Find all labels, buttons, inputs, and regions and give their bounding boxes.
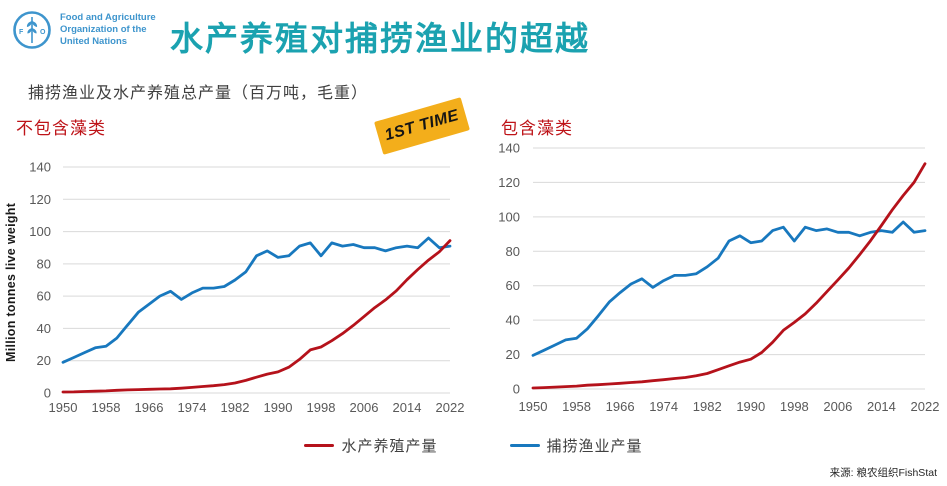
aquaculture-line-swatch <box>304 443 335 448</box>
x-tick-label: 1974 <box>649 399 678 414</box>
fao-logo-line: Organization of the <box>60 24 147 36</box>
x-tick-label: 1950 <box>519 399 548 414</box>
y-tick-label: 140 <box>29 160 51 175</box>
y-tick-label: 80 <box>37 256 51 271</box>
x-tick-label: 2014 <box>867 399 896 414</box>
y-tick-label: 60 <box>37 289 51 304</box>
aquaculture-line <box>61 239 452 394</box>
x-tick-label: 1982 <box>221 400 250 415</box>
left-chart-title: 不包含藻类 <box>16 119 106 138</box>
y-tick-label: 120 <box>498 175 520 190</box>
fao-emblem-icon: F O <box>13 11 51 49</box>
fao-logo-text: Food and Agriculture Organization of the… <box>60 12 156 48</box>
legend-item-capture: 捕捞渔业产量 <box>509 435 643 456</box>
y-tick-label: 140 <box>498 141 520 156</box>
y-tick-label: 40 <box>37 321 51 336</box>
x-tick-label: 2022 <box>911 399 940 414</box>
legend-label: 捕捞渔业产量 <box>546 438 643 455</box>
aquaculture-line <box>531 162 927 390</box>
x-tick-label: 1990 <box>264 400 293 415</box>
x-tick-label: 2022 <box>436 400 465 415</box>
page-title: 水产养殖对捕捞渔业的超越 <box>170 20 590 57</box>
gridlines <box>63 166 450 394</box>
y-tick-label: 120 <box>29 192 51 207</box>
x-tick-label: 1958 <box>562 399 591 414</box>
fao-logo: F O Food and Agriculture Organization of… <box>12 10 156 50</box>
x-tick-label: 1958 <box>92 400 121 415</box>
x-tick-label: 1998 <box>780 399 809 414</box>
x-tick-label: 1974 <box>178 400 207 415</box>
y-tick-label: 60 <box>506 278 520 293</box>
legend-label: 水产养殖产量 <box>341 438 438 455</box>
x-tick-label: 1998 <box>307 400 336 415</box>
y-tick-label: 20 <box>506 347 520 362</box>
x-tick-label: 2006 <box>350 400 379 415</box>
y-tick-label: 100 <box>498 209 520 224</box>
y-tick-label: 0 <box>513 382 520 397</box>
y-tick-label: 80 <box>506 244 520 259</box>
fao-logo-line: Food and Agriculture <box>60 12 156 24</box>
x-tick-label: 2006 <box>823 399 852 414</box>
capture-line <box>531 220 927 357</box>
y-tick-label: 20 <box>37 353 51 368</box>
capture-line <box>61 236 452 364</box>
y-tick-label: 40 <box>506 313 520 328</box>
y-tick-labels: 0 20 40 60 80 100 120 140 <box>498 141 520 397</box>
y-tick-label: 0 <box>44 386 51 401</box>
x-tick-labels: 1950 1958 1966 1974 1982 1990 1998 2006 2014 2022 <box>49 400 465 415</box>
y-tick-label: 100 <box>29 224 51 239</box>
x-tick-label: 1982 <box>693 399 722 414</box>
svg-text:F: F <box>19 29 24 36</box>
x-tick-labels: 1950 1958 1966 1974 1982 1990 1998 2006 2014 2022 <box>519 399 940 414</box>
x-tick-label: 1990 <box>736 399 765 414</box>
x-tick-label: 2014 <box>393 400 422 415</box>
chart-subtitle: 捕捞渔业及水产养殖总产量（百万吨，毛重） <box>28 85 369 102</box>
svg-text:O: O <box>40 29 46 36</box>
fao-logo-line: United Nations <box>60 35 128 47</box>
source-note: 来源: 粮农组织FishStat <box>829 467 937 479</box>
y-tick-labels: 0 20 40 60 80 100 120 140 <box>29 160 51 401</box>
x-tick-label: 1950 <box>49 400 78 415</box>
capture-line-swatch <box>509 443 540 448</box>
x-tick-label: 1966 <box>135 400 164 415</box>
legend-item-aquaculture: 水产养殖产量 <box>304 435 437 456</box>
right-chart-title: 包含藻类 <box>501 119 573 138</box>
x-tick-label: 1966 <box>606 399 635 414</box>
legend: 水产养殖产量 捕捞渔业产量 <box>0 435 947 456</box>
gridlines <box>533 147 925 390</box>
